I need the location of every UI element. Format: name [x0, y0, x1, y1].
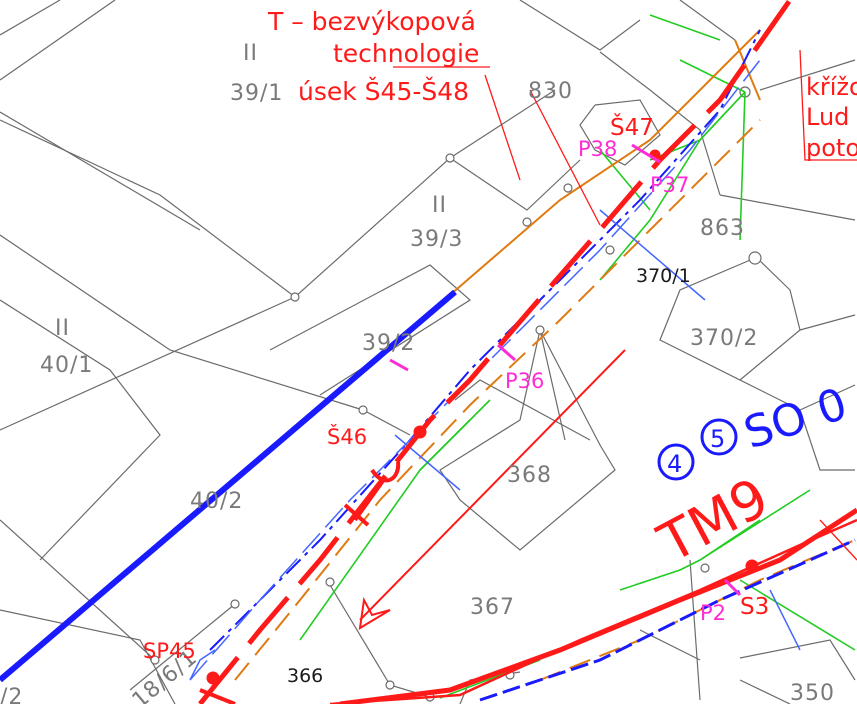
point-label: P38: [578, 137, 617, 161]
parcel-label: 39/2: [362, 331, 415, 356]
point-label: P37: [650, 173, 689, 197]
manhole-label: Š47: [610, 113, 654, 141]
crossing-label-line3: poto: [806, 134, 857, 162]
parcel-label: 370/2: [690, 326, 758, 351]
telecom-lines: [299, 14, 856, 699]
technology-label-line3: úsek Š45-Š48: [298, 76, 469, 106]
manhole-label: S3: [740, 594, 769, 620]
object-circles: [657, 418, 738, 481]
parcel-label: 863: [700, 216, 745, 241]
fitting-symbols: [343, 461, 401, 527]
roman-label: II: [55, 316, 70, 341]
manhole-label: SP45: [143, 639, 196, 663]
object-label: SO 0: [738, 379, 853, 460]
object-label-tm9: TM9: [648, 466, 779, 576]
parcel-label: 350: [790, 681, 835, 704]
roman-label: II: [432, 193, 447, 218]
flow-arrow: [358, 596, 391, 630]
gas-line: [234, 29, 856, 681]
parcel-label: 367: [470, 595, 515, 620]
roman-label: II: [243, 41, 258, 66]
point-label: P2: [700, 601, 726, 625]
sewer-lines: [198, 0, 857, 704]
manhole-markers: [206, 149, 759, 685]
parcel-label: 366: [287, 665, 323, 687]
crossing-label-line2: Lud: [806, 103, 849, 131]
parcel-label: 830: [528, 79, 573, 104]
technology-label-line1: T – bezvýkopová: [267, 7, 476, 36]
crossing-label-line1: křížo: [806, 73, 857, 101]
parcel-label: 370/1: [636, 265, 691, 287]
object-number: 4: [667, 450, 682, 478]
parcel-label: 40/1: [40, 353, 93, 378]
parcel-label: 368: [507, 463, 552, 488]
parcel-label: 39/1: [230, 81, 283, 106]
technology-label-line2: technologie: [333, 39, 479, 68]
parcel-label: /2: [0, 685, 23, 704]
parcel-label: 40/2: [190, 489, 243, 514]
parcel-label: 39/3: [410, 227, 463, 252]
point-markers: [389, 143, 742, 597]
object-number: 5: [710, 425, 725, 453]
water-lines: [0, 29, 856, 702]
manhole-label: Š46: [327, 424, 367, 449]
point-label: P36: [505, 369, 544, 393]
